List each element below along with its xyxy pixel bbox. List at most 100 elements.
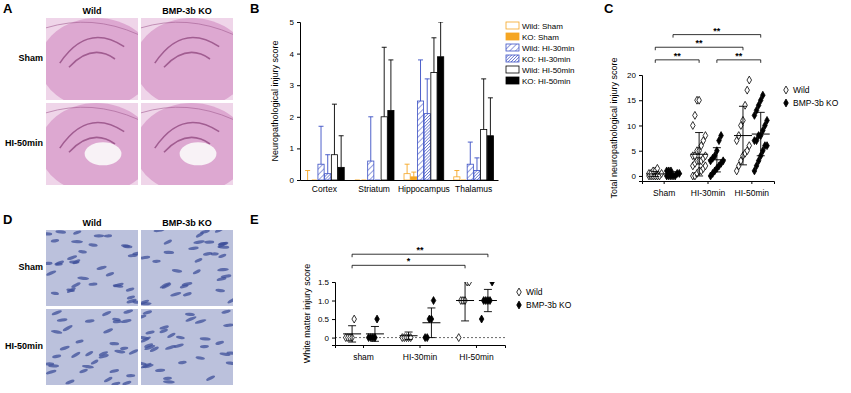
micrograph [46, 230, 138, 306]
axis-title: White matter injury score [302, 264, 312, 364]
bar [361, 180, 367, 181]
tick-label: HI-30min [691, 188, 726, 198]
nucleus [152, 260, 161, 264]
nucleus [85, 350, 94, 357]
nucleus [200, 345, 209, 349]
tick-label: sham [353, 352, 374, 362]
micrograph-bg [141, 309, 233, 385]
nucleus [128, 253, 138, 257]
plot-marks [646, 76, 769, 180]
error-bar [454, 171, 459, 177]
error-bar [411, 172, 416, 177]
sd-bar [713, 148, 721, 172]
nucleus [67, 254, 78, 260]
nucleus [219, 352, 231, 357]
error-bar [339, 136, 344, 168]
point [677, 169, 682, 177]
nucleus [51, 291, 60, 295]
bar [331, 155, 337, 180]
hippocampus [155, 37, 219, 67]
nucleus [113, 320, 122, 324]
nucleus [94, 234, 104, 237]
legend-swatch [506, 55, 519, 62]
tick-mark [297, 148, 300, 149]
nucleus [71, 240, 83, 243]
point [408, 334, 413, 342]
error-bar [438, 22, 443, 57]
nucleus [195, 318, 207, 324]
nucleus [188, 246, 199, 251]
tick-mark [708, 181, 709, 184]
cortex-edge [141, 22, 233, 34]
panel-label: C [604, 1, 614, 16]
bar [381, 117, 387, 180]
point [691, 122, 696, 130]
error-bar [362, 180, 367, 181]
column-label: Wild [83, 218, 102, 228]
column-label: BMP-3b KO [162, 6, 212, 16]
nucleus [102, 310, 112, 317]
lesion [180, 142, 217, 165]
tick-mark [297, 85, 300, 86]
cortex-edge [46, 22, 138, 34]
tick: sham [353, 345, 374, 362]
nucleus [215, 340, 224, 345]
tick: 1.5 [318, 278, 335, 287]
tick: 1 [290, 144, 300, 153]
column-label: BMP-3b KO [162, 218, 212, 228]
tick-label: Hippocampus [398, 184, 450, 194]
nucleus [204, 240, 214, 243]
sd-bar [405, 332, 413, 339]
nucleus [142, 310, 152, 316]
tick-mark [332, 338, 335, 339]
bar [417, 101, 423, 180]
tick-mark [297, 22, 300, 23]
micrograph [141, 18, 233, 100]
point [490, 282, 495, 286]
nucleus [85, 319, 95, 323]
bar [318, 164, 324, 180]
error-bar [312, 180, 317, 181]
sd-bar [427, 308, 435, 338]
legend-label: Wild: HI-30min [522, 44, 574, 53]
tick: 3 [290, 81, 300, 90]
sd-bar [461, 282, 469, 321]
tick-mark [297, 54, 300, 55]
nucleus [55, 230, 66, 234]
point [375, 315, 380, 323]
error-bar [305, 171, 310, 180]
panel-label: A [3, 1, 13, 16]
x-axis: ShamHI-30minHI-50min [643, 181, 775, 198]
image-panel: AWildBMP-3b KOShamHI-50min [3, 1, 249, 193]
dot-panel: C05101520ShamHI-30minHI-50minTotal neuro… [604, 1, 839, 199]
sd-bar [371, 326, 379, 341]
nucleus [88, 243, 98, 247]
nucleus [220, 274, 231, 279]
row-label: Sham [18, 262, 43, 272]
error-bar [431, 38, 436, 73]
tick-label: 1.5 [318, 278, 330, 287]
nucleus [167, 332, 177, 339]
bar [460, 180, 466, 181]
nucleus [195, 356, 205, 361]
point [719, 132, 724, 140]
legend: Wild: ShamKO: ShamWild: HI-30minKO: HI-3… [506, 22, 574, 86]
bar [311, 180, 317, 181]
bar [404, 174, 410, 180]
nucleus [109, 342, 119, 346]
image-panel: DWildBMP-3b KOShamHI-50min [3, 212, 238, 386]
significance: ******** [655, 26, 760, 63]
nucleus [176, 335, 185, 339]
point [352, 315, 357, 323]
significance-label: ** [674, 51, 682, 61]
tick-mark [639, 125, 642, 126]
nucleus [141, 361, 147, 366]
nucleus [132, 300, 138, 304]
point [747, 76, 752, 84]
tick-label: 1 [290, 144, 295, 153]
tick-label: 5 [290, 18, 295, 27]
bar-panel: B012345CortexStriatumHippocampusThalamus… [250, 1, 574, 194]
legend-label: KO: HI-30min [522, 55, 570, 64]
error-bar [488, 98, 493, 136]
point [693, 111, 698, 119]
